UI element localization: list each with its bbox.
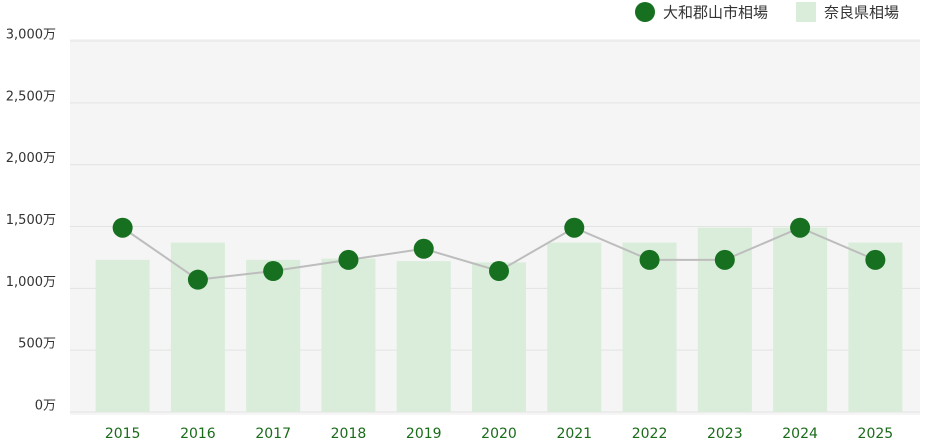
legend-marker	[796, 2, 817, 22]
bar	[95, 259, 150, 412]
y-tick-label: 2,500万	[6, 89, 56, 104]
y-tick-label: 3,000万	[6, 28, 56, 43]
legend-label: 大和郡山市相場	[663, 4, 768, 22]
y-tick-label: 500万	[18, 337, 56, 352]
point	[865, 249, 886, 270]
x-tick-label: 2020	[481, 426, 517, 441]
point	[714, 249, 735, 270]
bar	[773, 227, 828, 412]
bar	[622, 242, 677, 412]
point	[790, 217, 811, 238]
x-tick-label: 2022	[632, 426, 668, 441]
point	[338, 249, 359, 270]
x-tick-label: 2019	[406, 426, 442, 441]
point	[112, 217, 133, 238]
x-tick-label: 2023	[707, 426, 743, 441]
bar	[848, 242, 903, 412]
y-tick-label: 1,000万	[6, 275, 56, 290]
x-tick-label: 2024	[782, 426, 818, 441]
x-tick-label: 2016	[180, 426, 216, 441]
y-tick-label: 1,500万	[6, 213, 56, 228]
x-tick-label: 2021	[556, 426, 592, 441]
bar	[396, 261, 451, 412]
point	[263, 261, 284, 282]
bar	[170, 242, 225, 412]
point	[489, 261, 509, 282]
point	[413, 238, 434, 259]
bar	[472, 262, 526, 412]
bar	[246, 259, 301, 412]
legend-label: 奈良県相場	[824, 4, 899, 22]
point	[187, 269, 208, 290]
bar	[321, 258, 376, 412]
y-tick-label: 0万	[35, 399, 56, 414]
point	[564, 217, 585, 238]
x-tick-label: 2017	[255, 426, 291, 441]
x-tick-label: 2025	[858, 426, 894, 441]
y-tick-label: 2,000万	[6, 151, 56, 166]
x-tick-label: 2015	[105, 426, 141, 441]
x-tick-label: 2018	[331, 426, 367, 441]
bar	[547, 242, 602, 412]
legend-marker	[635, 2, 655, 22]
point	[639, 249, 660, 270]
